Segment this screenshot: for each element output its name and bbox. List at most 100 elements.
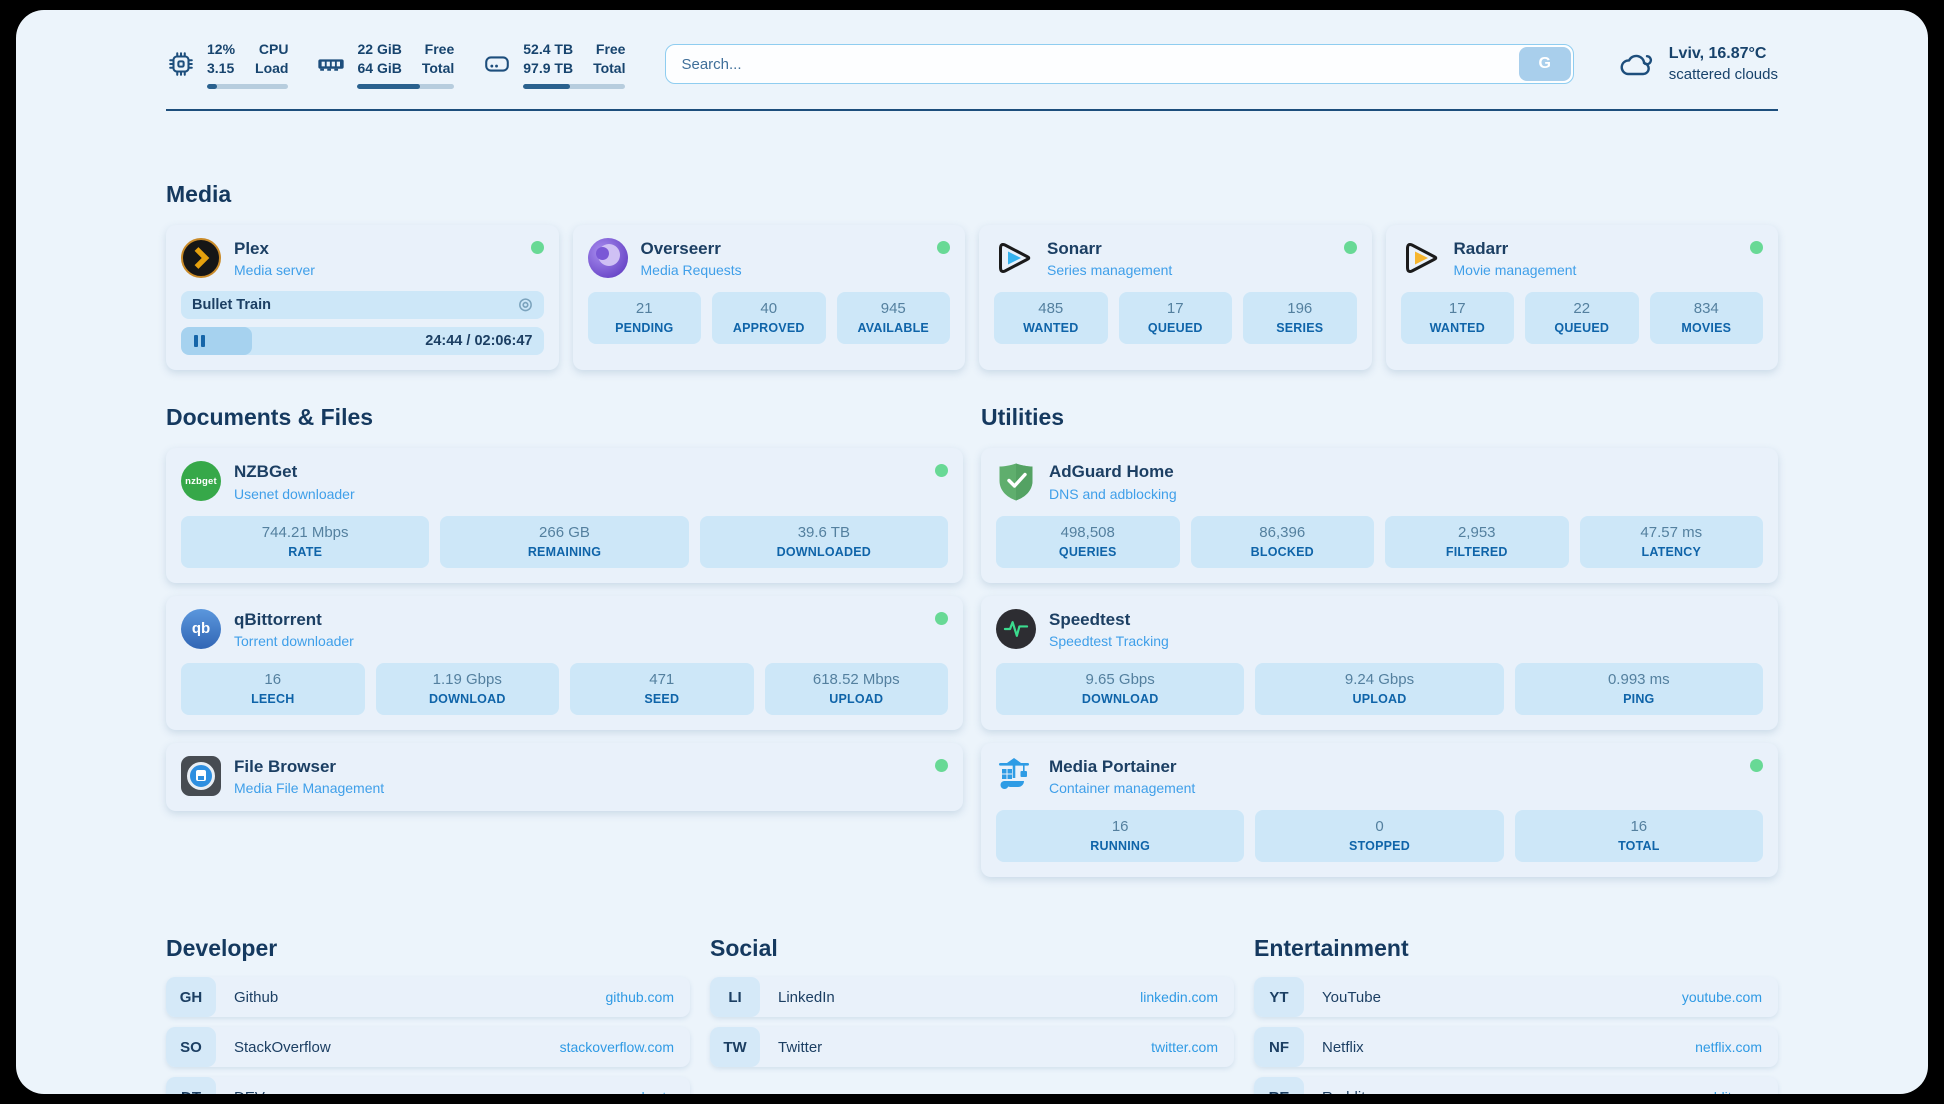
filebrowser-title: File Browser: [234, 756, 337, 776]
sonarr-icon: [994, 238, 1034, 278]
portainer-card[interactable]: Media Portainer Container management 16 …: [981, 742, 1778, 878]
disk-icon: [485, 56, 510, 72]
plex-now-playing-title: Bullet Train: [192, 297, 271, 314]
adguard-stat-latency: 47.57 ms LATENCY: [1579, 515, 1763, 568]
cpu-load-value: 3.15: [207, 59, 235, 76]
memory-free-value: 22 GiB: [357, 41, 402, 57]
plex-card[interactable]: Plex Media server Bullet Train ◎ 24:44 /…: [166, 224, 559, 371]
cpu-percent: 12%: [207, 41, 236, 57]
weather-location-temp: Lviv, 16.87°C: [1668, 45, 1767, 63]
radarr-stat-queued: 22 QUEUED: [1525, 292, 1639, 345]
portainer-icon: [996, 756, 1036, 796]
nzbget-status-dot: [935, 464, 948, 478]
memory-icon: [318, 59, 345, 72]
qbittorrent-card[interactable]: qb qBittorrent Torrent downloader 16 LEE…: [166, 595, 963, 730]
cpu-progress-fill: [207, 83, 217, 89]
qbittorrent-title: qBittorrent: [234, 609, 322, 629]
portainer-stat-total: 16 TOTAL: [1514, 810, 1763, 863]
plex-status-dot: [530, 240, 544, 254]
reddit-abbr: RE: [1254, 1077, 1304, 1094]
speedtest-title: Speedtest: [1049, 609, 1131, 629]
radarr-icon: [1401, 238, 1441, 278]
plex-time-display: 24:44 / 02:06:47: [425, 333, 533, 350]
portainer-title: Media Portainer: [1049, 756, 1177, 776]
github-abbr: GH: [166, 977, 216, 1018]
system-stats: 12% 3.15 CPU Load: [166, 40, 626, 89]
section-social: Social LI LinkedIn linkedin.com TW Twitt…: [710, 935, 1234, 1094]
link-twitter[interactable]: TW Twitter twitter.com: [710, 1027, 1234, 1068]
weather-widget: Lviv, 16.87°C scattered clouds: [1618, 44, 1778, 84]
memory-stat: 22 GiB 64 GiB Free Total: [316, 40, 455, 89]
documents-section-title: Documents & Files: [166, 404, 374, 431]
radarr-title: Radarr: [1453, 238, 1509, 258]
cpu-progress-track: [207, 83, 289, 89]
search-input[interactable]: [665, 44, 1574, 85]
overseerr-stat-pending: 21 PENDING: [587, 292, 701, 345]
overseerr-icon: [587, 237, 628, 278]
radarr-stat-wanted: 17 WANTED: [1400, 292, 1514, 345]
memory-progress-track: [357, 83, 455, 89]
utilities-section-title: Utilities: [981, 404, 1065, 431]
qbittorrent-subtitle: Torrent downloader: [234, 632, 354, 649]
adguard-title: AdGuard Home: [1049, 462, 1174, 482]
link-netflix[interactable]: NF Netflix netflix.com: [1254, 1027, 1778, 1068]
memory-label-top: Free: [424, 41, 455, 57]
section-utilities: Utilities AdGuard Home: [981, 404, 1778, 878]
qbittorrent-stat-seed: 471 SEED: [570, 662, 754, 715]
media-type-icon[interactable]: ◎: [518, 296, 533, 314]
sonarr-status-dot: [1343, 240, 1357, 254]
nzbget-icon: nzbget: [181, 461, 221, 502]
sonarr-title: Sonarr: [1047, 238, 1102, 258]
twitter-abbr: TW: [710, 1027, 760, 1068]
overseerr-status-dot: [937, 240, 950, 254]
nzbget-subtitle: Usenet downloader: [234, 485, 355, 502]
speedtest-stat-ping: 0.993 ms PING: [1514, 662, 1763, 715]
adguard-card[interactable]: AdGuard Home DNS and adblocking 498,508 …: [981, 448, 1778, 583]
filebrowser-card[interactable]: File Browser Media File Management: [166, 742, 963, 812]
portainer-stat-running: 16 RUNNING: [996, 810, 1245, 863]
link-reddit[interactable]: RE Reddit reddit.com: [1254, 1077, 1778, 1094]
adguard-subtitle: DNS and adblocking: [1049, 485, 1177, 502]
top-bar: 12% 3.15 CPU Load: [166, 40, 1778, 89]
nzbget-card[interactable]: nzbget NZBGet Usenet downloader 744.21 M…: [166, 448, 963, 583]
disk-progress-fill: [523, 83, 571, 89]
disk-label-top: Free: [595, 41, 626, 57]
cpu-stat: 12% 3.15 CPU Load: [166, 40, 289, 89]
disk-free-value: 52.4 TB: [523, 41, 574, 57]
developer-section-title: Developer: [166, 935, 278, 962]
sonarr-stat-queued: 17 QUEUED: [1118, 292, 1232, 345]
overseerr-stat-approved: 40 APPROVED: [712, 292, 826, 345]
plex-progress-fill: [181, 327, 252, 356]
speedtest-card[interactable]: Speedtest Speedtest Tracking 9.65 Gbps D…: [981, 595, 1778, 730]
media-section-title: Media: [166, 180, 232, 207]
overseerr-stat-available: 945 AVAILABLE: [836, 292, 950, 345]
link-stackoverflow[interactable]: SO StackOverflow stackoverflow.com: [166, 1027, 690, 1068]
nzbget-stat-downloaded: 39.6 TB DOWNLOADED: [699, 515, 948, 568]
portainer-subtitle: Container management: [1049, 780, 1196, 797]
adguard-icon: [996, 461, 1036, 501]
link-github[interactable]: GH Github github.com: [166, 977, 690, 1018]
memory-label-bottom: Total: [421, 59, 455, 76]
linkedin-abbr: LI: [710, 977, 760, 1018]
cloud-icon: [1620, 55, 1652, 76]
filebrowser-icon: [181, 755, 221, 796]
speedtest-stat-download: 9.65 Gbps DOWNLOAD: [996, 662, 1245, 715]
adguard-stat-queries: 498,508 QUERIES: [996, 515, 1180, 568]
qbittorrent-stat-download: 1.19 Gbps DOWNLOAD: [375, 662, 559, 715]
netflix-abbr: NF: [1254, 1027, 1304, 1068]
sonarr-card[interactable]: Sonarr Series management 485 WANTED 17 Q…: [979, 224, 1372, 371]
plex-icon: [181, 237, 221, 278]
sonarr-stat-series: 196 SERIES: [1243, 292, 1357, 345]
link-youtube[interactable]: YT YouTube youtube.com: [1254, 977, 1778, 1018]
overseerr-card[interactable]: Overseerr Media Requests 21 PENDING 40 A…: [572, 224, 965, 371]
filebrowser-subtitle: Media File Management: [234, 780, 385, 797]
link-linkedin[interactable]: LI LinkedIn linkedin.com: [710, 977, 1234, 1018]
link-dev[interactable]: DT DEV dev.to: [166, 1077, 690, 1094]
search-engine-button[interactable]: G: [1518, 47, 1571, 82]
section-entertainment: Entertainment YT YouTube youtube.com NF …: [1254, 935, 1778, 1094]
radarr-card[interactable]: Radarr Movie management 17 WANTED 22 QUE…: [1385, 224, 1778, 371]
memory-total-value: 64 GiB: [357, 59, 402, 76]
plex-subtitle: Media server: [234, 262, 315, 279]
radarr-stat-movies: 834 MOVIES: [1649, 292, 1763, 345]
dev-abbr: DT: [166, 1077, 216, 1094]
